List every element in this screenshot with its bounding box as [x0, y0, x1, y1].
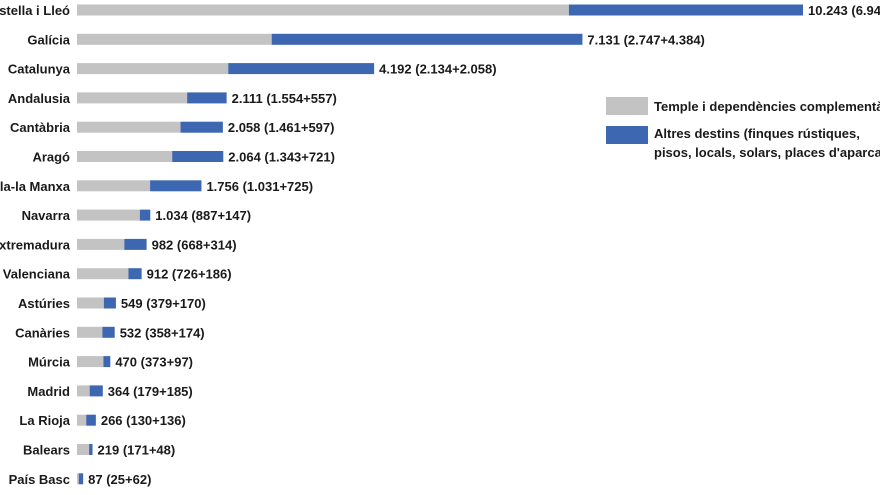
category-label-14: La Rioja [19, 413, 70, 428]
bar-temple-11 [77, 326, 103, 338]
value-label-11: 532 (358+174) [120, 325, 205, 340]
category-label-7: Navarra [22, 208, 71, 223]
bars-group: Castella i Lleó 10.243 (6.940+3.303) Galíc… [0, 3, 880, 487]
value-label-8: 982 (668+314) [152, 237, 237, 252]
bar-other-12 [103, 356, 111, 368]
bar-other-4 [180, 121, 223, 133]
bar-temple-16 [77, 473, 79, 485]
bar-temple-13 [77, 385, 90, 397]
legend-swatch-other [606, 126, 648, 144]
value-label-3: 2.111 (1.554+557) [232, 91, 337, 106]
value-label-5: 2.064 (1.343+721) [228, 150, 335, 165]
value-label-4: 2.058 (1.461+597) [228, 120, 335, 135]
bar-other-5 [172, 151, 224, 162]
bar-other-6 [150, 180, 202, 192]
category-label-12: Múrcia [28, 355, 71, 370]
category-label-11: Canàries [15, 325, 70, 340]
bar-temple-12 [77, 356, 104, 368]
value-label-6: 1.756 (1.031+725) [206, 179, 313, 194]
category-label-3: Andalusia [8, 91, 71, 106]
bar-other-0 [568, 4, 803, 16]
value-label-9: 912 (726+186) [147, 267, 232, 282]
bar-other-3 [187, 92, 227, 104]
category-label-13: Madrid [27, 384, 70, 399]
bar-temple-1 [77, 33, 272, 45]
bar-other-11 [102, 326, 115, 338]
legend-swatch-temple [606, 97, 648, 115]
category-label-5: Aragó [32, 150, 70, 165]
bar-temple-10 [77, 297, 104, 309]
category-label-8: Extremadura [0, 237, 71, 252]
bar-other-13 [89, 385, 103, 397]
bar-other-10 [103, 297, 116, 309]
bar-temple-2 [77, 63, 229, 75]
value-label-14: 266 (130+136) [101, 413, 186, 428]
bar-other-1 [271, 33, 583, 45]
value-label-2: 4.192 (2.134+2.058) [379, 62, 496, 77]
category-label-10: Astúries [18, 296, 70, 311]
legend-label-other: Altres destins (finques rústiques, pisos… [654, 126, 880, 160]
bar-temple-15 [77, 444, 90, 455]
bar-other-8 [124, 238, 147, 250]
bar-other-9 [128, 268, 142, 280]
value-label-0: 10.243 (6.940+3.303) [808, 3, 880, 18]
legend-label-other-line2: pisos, locals, solars, places d'aparcame… [654, 145, 880, 160]
bar-temple-6 [77, 180, 151, 192]
bar-other-16 [78, 473, 84, 485]
bar-other-2 [228, 63, 375, 75]
value-label-10: 549 (379+170) [121, 296, 206, 311]
legend-label-other-line1: Altres destins (finques rústiques, [654, 126, 864, 141]
bar-other-15 [89, 444, 93, 455]
value-label-16: 87 (25+62) [88, 472, 151, 487]
category-label-1: Galícia [27, 32, 70, 47]
category-label-15: Balears [23, 443, 70, 458]
legend: Temple i dependències complementàries Al… [606, 97, 880, 160]
bar-temple-7 [77, 209, 140, 221]
value-label-15: 219 (171+48) [98, 443, 176, 458]
value-label-13: 364 (179+185) [108, 384, 193, 399]
bar-temple-8 [77, 238, 125, 250]
bar-temple-4 [77, 121, 181, 133]
value-label-7: 1.034 (887+147) [155, 208, 251, 223]
category-label-6: Castella-la Manxa [0, 179, 71, 194]
value-label-1: 7.131 (2.747+4.384) [587, 32, 704, 47]
category-label-0: Castella i Lleó [0, 3, 70, 18]
category-label-2: Catalunya [8, 62, 71, 77]
bar-temple-3 [77, 92, 188, 104]
bar-other-7 [139, 209, 151, 221]
legend-label-temple: Temple i dependències complementàries [654, 99, 880, 114]
category-label-16: País Basc [9, 472, 70, 487]
bar-temple-9 [77, 268, 129, 280]
bar-other-14 [86, 414, 96, 426]
bar-temple-5 [77, 151, 173, 162]
bar-temple-0 [77, 4, 569, 16]
value-label-12: 470 (373+97) [115, 355, 193, 370]
bar-temple-14 [77, 414, 87, 426]
category-label-4: Cantàbria [10, 120, 71, 135]
category-label-9: C. Valenciana [0, 267, 71, 282]
